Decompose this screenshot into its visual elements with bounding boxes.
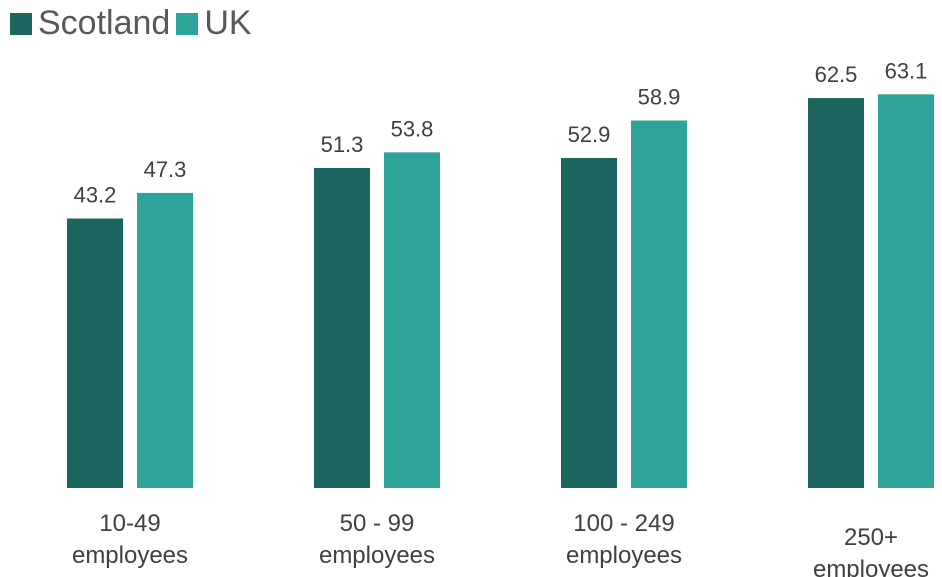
data-label-uk-2: 58.9 xyxy=(638,85,681,110)
data-label-uk-3: 63.1 xyxy=(885,58,928,83)
data-label-scotland-0: 43.2 xyxy=(74,182,117,207)
category-label-1-line-1: employees xyxy=(319,542,435,569)
category-label-0-line-1: employees xyxy=(72,542,188,569)
bar-scotland-3 xyxy=(808,98,864,489)
legend-label-scotland: Scotland xyxy=(38,4,171,42)
bar-scotland-1 xyxy=(314,167,370,488)
bar-scotland-0 xyxy=(67,218,123,488)
data-label-scotland-1: 51.3 xyxy=(321,132,364,157)
category-label-1-line-0: 50 - 99 xyxy=(340,510,415,537)
category-label-2-line-0: 100 - 249 xyxy=(573,510,674,537)
category-label-2-line-1: employees xyxy=(566,542,682,569)
data-label-uk-0: 47.3 xyxy=(144,157,187,182)
legend-label-uk: UK xyxy=(204,4,252,42)
bar-scotland-2 xyxy=(561,157,617,488)
bar-uk-2 xyxy=(631,120,687,488)
chart-legend: Scotland UK xyxy=(10,4,258,43)
data-label-scotland-2: 52.9 xyxy=(568,122,611,147)
category-label-3-line-1: employees xyxy=(813,556,929,577)
legend-swatch-uk xyxy=(176,12,199,35)
legend-item-uk: UK xyxy=(176,4,252,43)
bar-uk-0 xyxy=(137,192,193,488)
bar-uk-1 xyxy=(384,152,440,488)
legend-item-scotland: Scotland xyxy=(10,4,170,43)
category-label-0-line-0: 10-49 xyxy=(99,510,160,537)
category-label-3-line-0: 250+ xyxy=(844,524,898,551)
data-label-scotland-3: 62.5 xyxy=(815,62,858,87)
bar-uk-3 xyxy=(878,94,934,488)
data-label-uk-1: 53.8 xyxy=(391,116,434,141)
legend-swatch-scotland xyxy=(10,12,32,35)
